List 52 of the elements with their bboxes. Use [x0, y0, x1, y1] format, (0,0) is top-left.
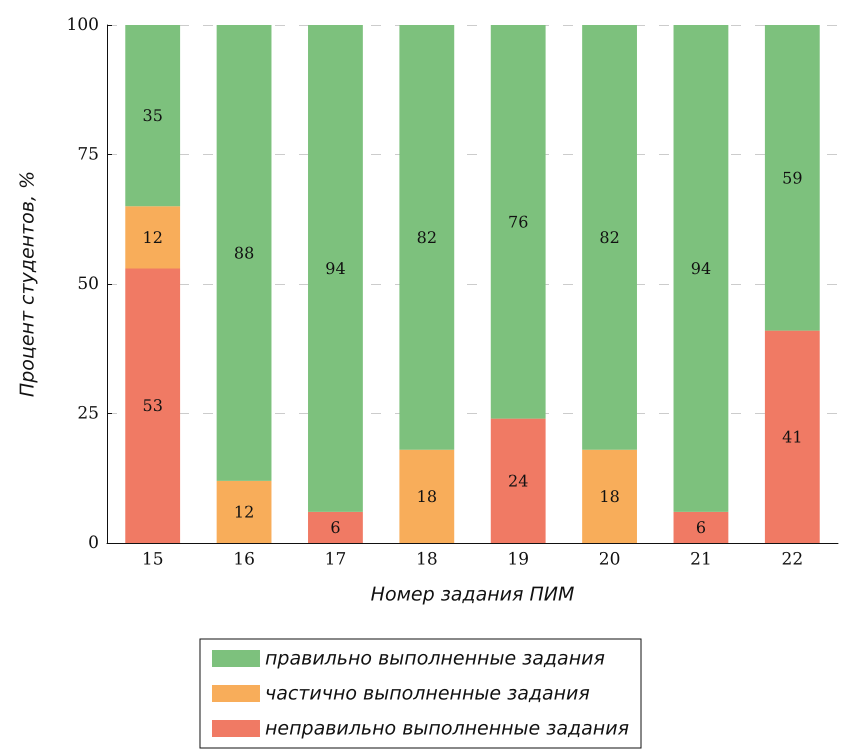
data-label: 18	[599, 486, 620, 506]
bar	[674, 25, 728, 512]
bar	[125, 25, 180, 206]
bar	[125, 206, 180, 268]
x-tick-label: 15	[142, 550, 164, 570]
x-axis-title: Номер задания ПИМ	[370, 584, 574, 606]
x-tick-label: 16	[233, 550, 255, 570]
bar	[490, 25, 546, 419]
data-label: 35	[142, 106, 163, 126]
x-tick-label: 19	[507, 550, 530, 570]
data-label: 18	[416, 486, 437, 506]
x-tick-label: 20	[598, 550, 620, 570]
data-label: 12	[234, 502, 254, 522]
y-tick-label: 50	[77, 274, 99, 294]
data-label: 59	[782, 168, 802, 188]
bar	[399, 450, 454, 543]
data-label: 6	[696, 518, 706, 537]
x-tick-label: 18	[416, 550, 438, 570]
data-label: 82	[416, 228, 437, 247]
data-label: 76	[508, 212, 528, 232]
bar	[125, 268, 180, 543]
data-label: 12	[142, 228, 163, 247]
bar	[674, 512, 728, 543]
data-label: 24	[508, 471, 528, 490]
bar	[399, 25, 454, 450]
bar	[216, 480, 272, 543]
legend-label: неправильно выполненные задания	[264, 718, 630, 740]
bar	[490, 418, 546, 543]
bar	[216, 25, 272, 481]
bar	[582, 450, 637, 543]
y-axis-title: Процент студентов, %	[16, 170, 38, 398]
y-tick-label: 0	[88, 533, 99, 553]
legend-label: частично выполненные задания	[264, 682, 590, 704]
bar	[764, 25, 820, 331]
bar	[764, 330, 820, 543]
data-label: 41	[782, 427, 802, 446]
data-label: 88	[234, 243, 254, 262]
bar	[582, 25, 637, 450]
data-label: 53	[142, 396, 163, 416]
data-label: 94	[325, 258, 346, 278]
y-tick-label: 25	[77, 404, 99, 424]
x-tick-label: 22	[781, 550, 804, 570]
bar	[308, 25, 363, 512]
legend-label: правильно выполненные задания	[264, 648, 605, 670]
data-label: 6	[330, 518, 341, 537]
data-label: 82	[599, 228, 620, 247]
bar	[308, 512, 363, 543]
x-tick-label: 21	[690, 550, 712, 570]
data-label: 94	[690, 258, 712, 278]
y-tick-label: 75	[77, 144, 99, 164]
x-tick-label: 17	[324, 550, 346, 570]
y-tick-label: 100	[66, 15, 99, 35]
